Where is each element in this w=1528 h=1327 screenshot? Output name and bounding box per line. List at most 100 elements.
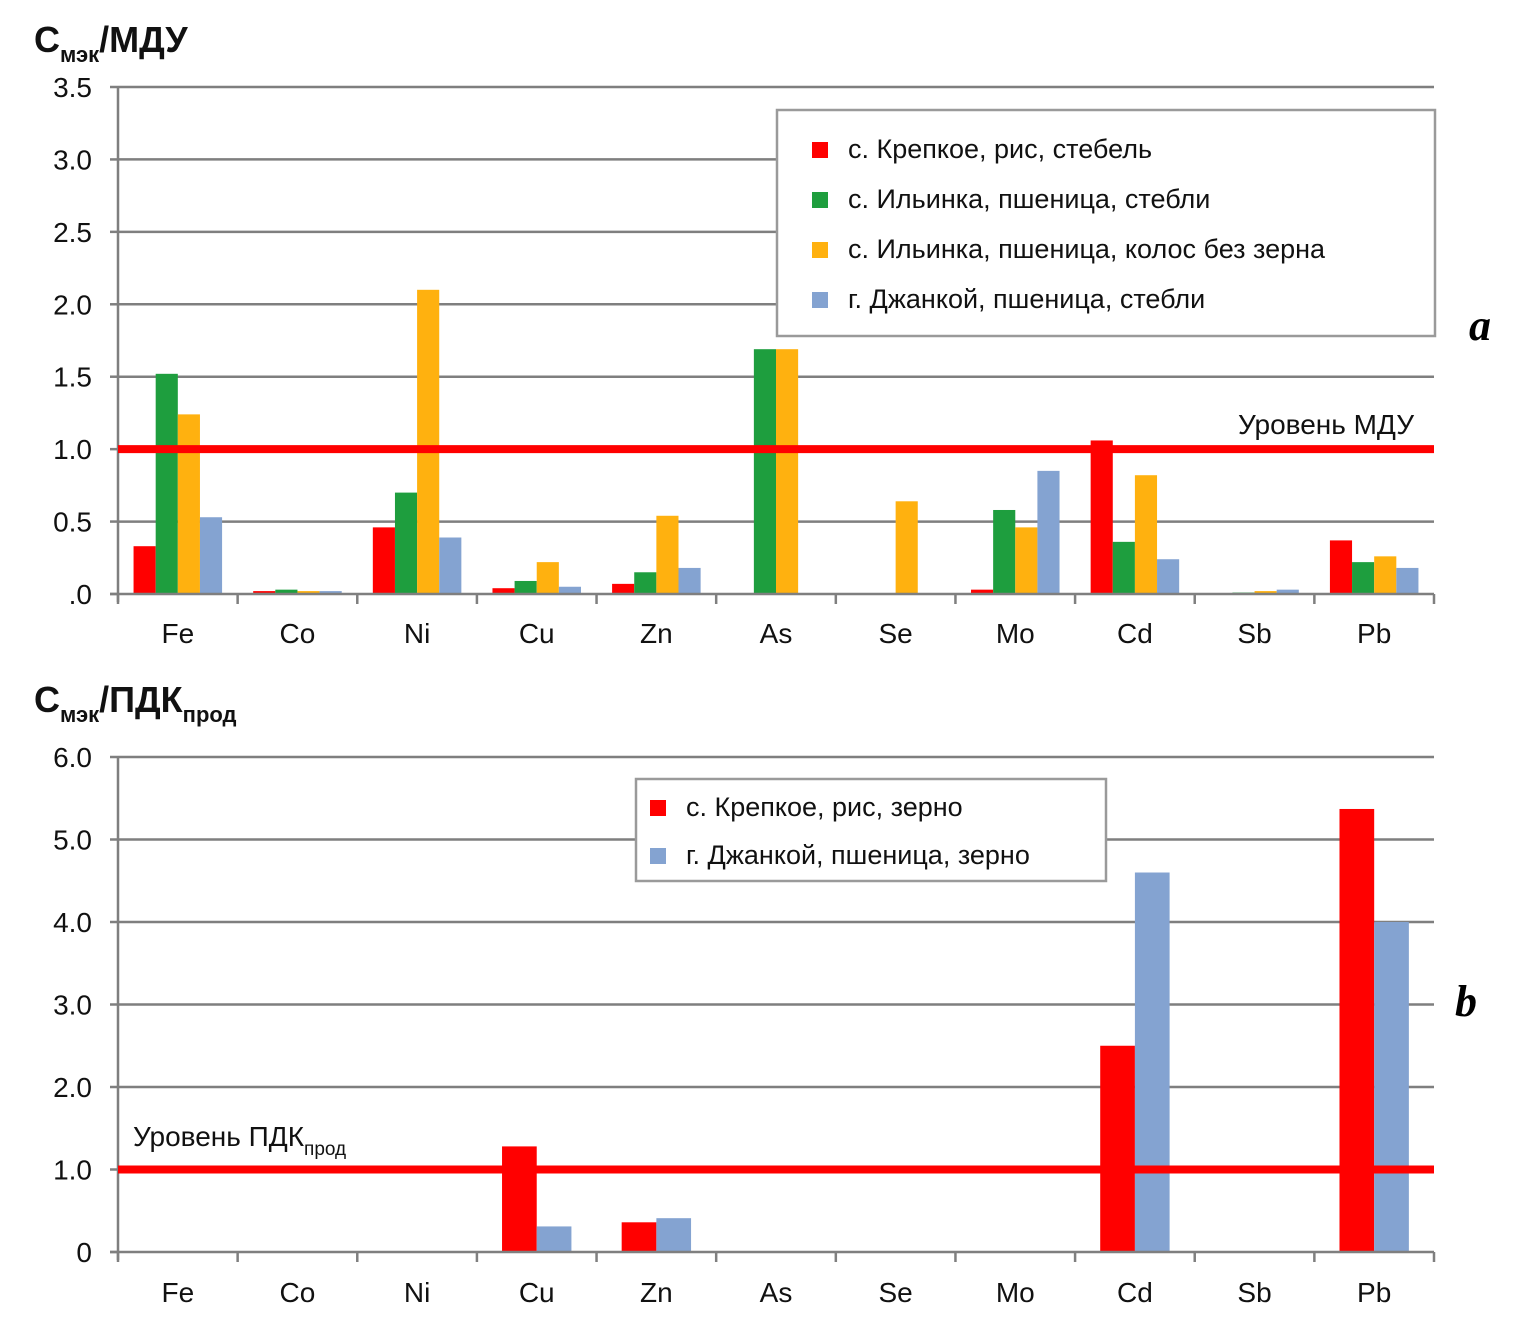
bar-Pb-series-4 xyxy=(1396,567,1419,594)
reference-line-label: Уровень ПДКпрод xyxy=(133,1121,346,1160)
y-tick-label: 5.0 xyxy=(53,825,92,856)
bar-Fe-series-4 xyxy=(199,517,223,594)
legend-label: г. Джанкой, пшеница, стебли xyxy=(848,284,1205,314)
bar-Cd-series-2 xyxy=(1134,872,1170,1252)
panel-letter: b xyxy=(1455,977,1477,1026)
bar-Co-series-1 xyxy=(253,591,276,594)
x-tick-label: Se xyxy=(879,1277,913,1308)
bar-Ni-series-3 xyxy=(417,289,440,594)
x-tick-label: Fe xyxy=(161,1277,194,1308)
bar-Co-series-4 xyxy=(319,591,342,594)
legend: с. Крепкое, рис, зерно г. Джанкой, пшениц… xyxy=(634,777,1108,883)
y-tick-label: 1.0 xyxy=(53,1155,92,1186)
x-tick-label: Zn xyxy=(640,1277,673,1308)
legend-label: с. Ильинка, пшеница, стебли xyxy=(848,184,1210,214)
bar-Cu-series-2 xyxy=(536,1226,572,1252)
panel-letter: a xyxy=(1469,301,1491,350)
x-tick-label: Ni xyxy=(404,1277,430,1308)
bar-Ni-series-2 xyxy=(394,492,418,594)
legend-swatch xyxy=(812,242,828,258)
x-tick-label: Mo xyxy=(996,1277,1035,1308)
x-tick-label: Fe xyxy=(161,618,194,649)
y-tick-label: 1.0 xyxy=(53,434,92,465)
legend-swatch xyxy=(650,800,666,816)
bar-Fe-series-3 xyxy=(177,414,200,594)
bar-Pb-series-3 xyxy=(1374,556,1397,594)
bar-Pb-series-2 xyxy=(1352,562,1375,594)
bar-Zn-series-4 xyxy=(678,567,701,594)
legend-label: г. Джанкой, пшеница, зерно xyxy=(686,840,1030,870)
x-tick-label: Pb xyxy=(1357,618,1391,649)
legend-swatch xyxy=(812,292,828,308)
bar-Cd-series-2 xyxy=(1112,541,1135,594)
legend-label: с. Крепкое, рис, зерно xyxy=(686,792,963,822)
y-tick-label: 1.5 xyxy=(53,362,92,393)
y-tick-label: .0 xyxy=(69,579,92,610)
x-tick-label: Cd xyxy=(1117,1277,1153,1308)
legend-box xyxy=(775,108,1437,338)
bar-Fe-series-2 xyxy=(155,373,178,594)
chart-panel-b: 0 1.0 2.0 3.0 4.0 5.0 6.0 Fe Co Ni Cu Zn As Se Mo Cd Sb P… xyxy=(34,679,1477,1308)
legend-swatch xyxy=(812,192,828,208)
x-tick-label: Mo xyxy=(996,618,1035,649)
bar-Cu-series-1 xyxy=(502,1146,537,1252)
x-tick-label: Zn xyxy=(640,618,673,649)
bar-Ni-series-4 xyxy=(439,537,462,594)
y-tick-label: 0.5 xyxy=(53,507,92,538)
bar-As-series-2 xyxy=(753,349,776,594)
x-tick-label: Pb xyxy=(1357,1277,1391,1308)
bar-Cd-series-4 xyxy=(1157,559,1180,594)
legend-box xyxy=(634,777,1108,883)
reference-line-label: Уровень МДУ xyxy=(1238,409,1414,440)
bar-Ni-series-1 xyxy=(372,527,395,594)
bar-Zn-series-1 xyxy=(612,583,635,594)
x-tick-label: Co xyxy=(280,1277,316,1308)
x-tick-label: As xyxy=(760,1277,793,1308)
x-tick-label: Sb xyxy=(1237,1277,1271,1308)
y-tick-label: 6.0 xyxy=(53,742,92,773)
x-tick-label: Ni xyxy=(404,618,430,649)
y-tick-label: 0 xyxy=(76,1237,92,1268)
bar-Co-series-3 xyxy=(297,591,320,594)
legend-swatch xyxy=(650,848,666,864)
bar-Cu-series-4 xyxy=(558,586,581,594)
x-tick-label: Sb xyxy=(1237,618,1271,649)
x-tick-label: Cu xyxy=(519,1277,555,1308)
legend: с. Крепкое, рис, стебель с. Ильинка, пшен… xyxy=(775,108,1437,338)
chart-panel-a: .0 0.5 1.0 1.5 2.0 2.5 3.0 3.5 Fe Co Ni Cu Zn As Se Mo C… xyxy=(34,19,1491,649)
bar-As-series-3 xyxy=(776,349,799,594)
bar-Cu-series-1 xyxy=(492,588,515,594)
y-tick-label: 2.5 xyxy=(53,217,92,248)
bar-Zn-series-1 xyxy=(621,1222,657,1252)
bar-Cu-series-2 xyxy=(514,580,537,594)
legend-label: с. Крепкое, рис, стебель xyxy=(848,134,1152,164)
bar-Cd-series-1 xyxy=(1090,440,1113,594)
x-tick-label: Co xyxy=(280,618,316,649)
y-tick-label: 3.0 xyxy=(53,144,92,175)
y-tick-label: 2.0 xyxy=(53,289,92,320)
y-tick-label: 3.0 xyxy=(53,990,92,1021)
bar-Se-series-3 xyxy=(895,501,918,594)
bar-Zn-series-2 xyxy=(656,1218,692,1252)
bar-Zn-series-3 xyxy=(656,515,679,594)
bar-Pb-series-1 xyxy=(1339,808,1375,1252)
x-tick-label: Cu xyxy=(519,618,555,649)
x-tick-label: Se xyxy=(879,618,913,649)
y-axis-title: Cмэк/МДУ xyxy=(34,19,188,67)
bar-Sb-series-3 xyxy=(1254,591,1277,594)
bar-Sb-series-4 xyxy=(1276,589,1299,594)
legend-swatch xyxy=(812,142,828,158)
bar-Pb-series-1 xyxy=(1329,540,1353,594)
y-tick-label: 4.0 xyxy=(53,907,92,938)
bar-Zn-series-2 xyxy=(634,572,657,594)
bar-Mo-series-3 xyxy=(1015,527,1038,594)
bar-Pb-series-2 xyxy=(1374,922,1409,1252)
y-tick-label: 2.0 xyxy=(53,1072,92,1103)
bar-Mo-series-4 xyxy=(1037,470,1060,594)
bar-Cd-series-3 xyxy=(1134,475,1158,594)
bar-Cd-series-1 xyxy=(1100,1045,1135,1252)
bar-Cu-series-3 xyxy=(536,562,559,594)
bar-Co-series-2 xyxy=(275,589,298,594)
bar-Mo-series-1 xyxy=(971,589,994,594)
